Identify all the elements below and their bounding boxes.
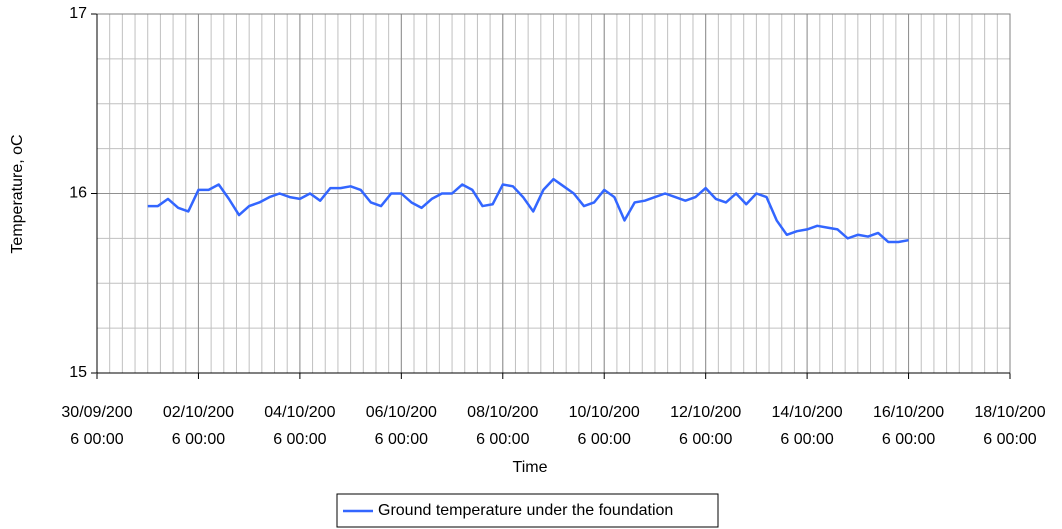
x-tick-label: 10/10/200 6 00:00 (569, 404, 640, 448)
x-tick-label: 16/10/200 6 00:00 (873, 404, 944, 448)
x-axis-label: Time (513, 459, 548, 476)
x-tick-label: 18/10/200 6 00:00 (974, 404, 1045, 448)
x-tick-label: 06/10/200 6 00:00 (366, 404, 437, 448)
y-tick-label: 15 (69, 364, 87, 381)
y-tick-label: 16 (69, 185, 87, 202)
data-line (147, 177, 909, 244)
x-tick-label: 02/10/200 6 00:00 (163, 404, 234, 448)
legend-label: Ground temperature under the foundation (378, 502, 673, 519)
x-tick-label: 14/10/200 6 00:00 (772, 404, 843, 448)
legend-box (336, 493, 719, 528)
y-tick-label: 17 (69, 5, 87, 22)
x-tick-label: 30/09/200 6 00:00 (61, 404, 132, 448)
x-tick-label: 12/10/200 6 00:00 (670, 404, 741, 448)
y-axis-label: Temperature, oC (9, 134, 26, 253)
x-tick-label: 08/10/200 6 00:00 (467, 404, 538, 448)
x-tick-label: 04/10/200 6 00:00 (264, 404, 335, 448)
